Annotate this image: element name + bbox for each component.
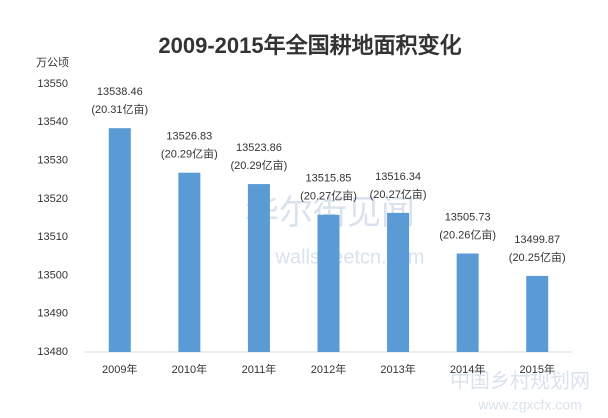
y-tick-label: 13550 xyxy=(37,78,68,90)
bar xyxy=(456,253,479,352)
bar xyxy=(387,212,410,352)
y-tick-label: 13510 xyxy=(37,231,68,243)
area-mu-label: (20.26亿亩) xyxy=(439,227,496,241)
y-tick-label: 13490 xyxy=(37,308,68,320)
bar xyxy=(317,214,340,352)
x-tick-label: 2009年 xyxy=(102,362,137,376)
y-tick-label: 13530 xyxy=(37,154,68,166)
y-tick-label: 13500 xyxy=(37,269,68,281)
value-label: 13505.73 xyxy=(445,211,491,223)
bar xyxy=(178,172,201,352)
area-mu-label: (20.27亿亩) xyxy=(300,189,357,203)
watermark: 中国乡村规划网 xyxy=(450,369,590,392)
value-label: 13526.83 xyxy=(166,131,212,143)
value-label: 13538.46 xyxy=(97,86,143,98)
chart-title: 2009-2015年全国耕地面积变化 xyxy=(158,33,461,58)
value-label: 13499.87 xyxy=(514,234,560,246)
area-mu-label: (20.31亿亩) xyxy=(91,102,148,116)
y-tick-label: 13520 xyxy=(37,193,68,205)
x-tick-label: 2013年 xyxy=(380,362,415,376)
x-tick-label: 2010年 xyxy=(172,362,207,376)
x-tick-label: 2015年 xyxy=(519,362,554,376)
area-mu-label: (20.29亿亩) xyxy=(230,158,287,172)
x-tick-label: 2014年 xyxy=(450,362,485,376)
x-tick-label: 2011年 xyxy=(242,362,277,376)
value-label: 13515.85 xyxy=(306,173,352,185)
value-label: 13516.34 xyxy=(375,171,421,183)
watermark: www.zgxcfx.com xyxy=(477,397,581,413)
x-tick-label: 2012年 xyxy=(311,362,346,376)
bar xyxy=(526,275,549,352)
area-mu-label: (20.27亿亩) xyxy=(370,187,427,201)
y-tick-label: 13540 xyxy=(37,116,68,128)
y-unit: 万公顷 xyxy=(36,56,69,69)
watermark: wallstreetcn.com xyxy=(275,246,425,268)
value-label: 13523.86 xyxy=(236,142,282,154)
area-mu-label: (20.25亿亩) xyxy=(509,250,566,264)
y-tick-label: 13480 xyxy=(37,346,68,358)
area-mu-label: (20.29亿亩) xyxy=(161,147,218,161)
bar xyxy=(247,184,270,352)
bar xyxy=(108,128,131,352)
